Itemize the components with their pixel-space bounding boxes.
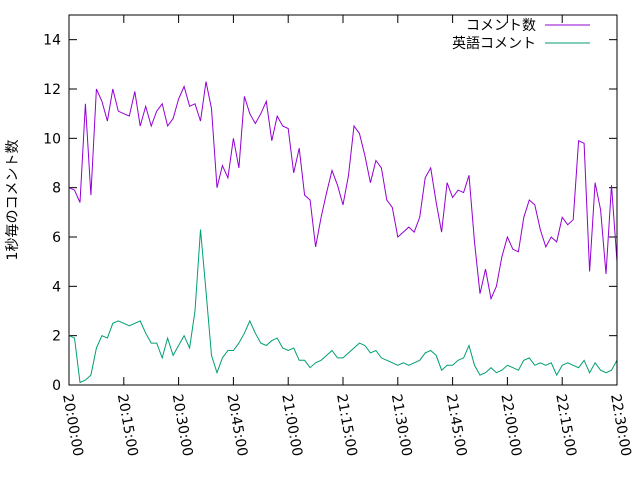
x-tick-label: 20:15:00 bbox=[114, 393, 141, 458]
x-tick-label: 22:15:00 bbox=[552, 393, 579, 458]
x-tick-label: 21:45:00 bbox=[443, 393, 470, 458]
y-tick-label: 2 bbox=[52, 329, 61, 345]
y-tick-label: 14 bbox=[43, 33, 61, 49]
y-tick-label: 4 bbox=[52, 279, 61, 295]
x-tick-label: 21:15:00 bbox=[333, 393, 360, 458]
legend-label-1: コメント数 bbox=[466, 18, 536, 34]
axes-layer: 0 2 4 6 8 10 12 14 20:00:00 20:15:00 20:30:00 20:45… bbox=[43, 15, 634, 458]
y-tick-label: 6 bbox=[52, 230, 61, 246]
x-tick-label: 20:45:00 bbox=[223, 393, 250, 458]
series-line-1 bbox=[68, 81, 618, 301]
y-tick-label: 0 bbox=[52, 378, 61, 394]
x-tick-label: 20:30:00 bbox=[169, 393, 196, 458]
series-line-2 bbox=[68, 229, 618, 384]
x-tick-label: 21:00:00 bbox=[278, 393, 305, 458]
y-tick-label: 8 bbox=[52, 181, 61, 197]
x-tick-label: 21:30:00 bbox=[388, 393, 415, 458]
legend-label-2: 英語コメント bbox=[452, 35, 536, 52]
x-tick-label: 20:00:00 bbox=[59, 393, 86, 458]
y-axis-label: 1秒毎のコメント数 bbox=[5, 140, 21, 261]
x-tick-label: 22:00:00 bbox=[497, 393, 524, 458]
x-tick-label: 22:30:00 bbox=[607, 393, 634, 458]
y-tick-label: 12 bbox=[43, 82, 61, 98]
y-tick-label: 10 bbox=[43, 131, 61, 147]
plot-border bbox=[68, 14, 618, 386]
series-layer bbox=[68, 81, 618, 384]
